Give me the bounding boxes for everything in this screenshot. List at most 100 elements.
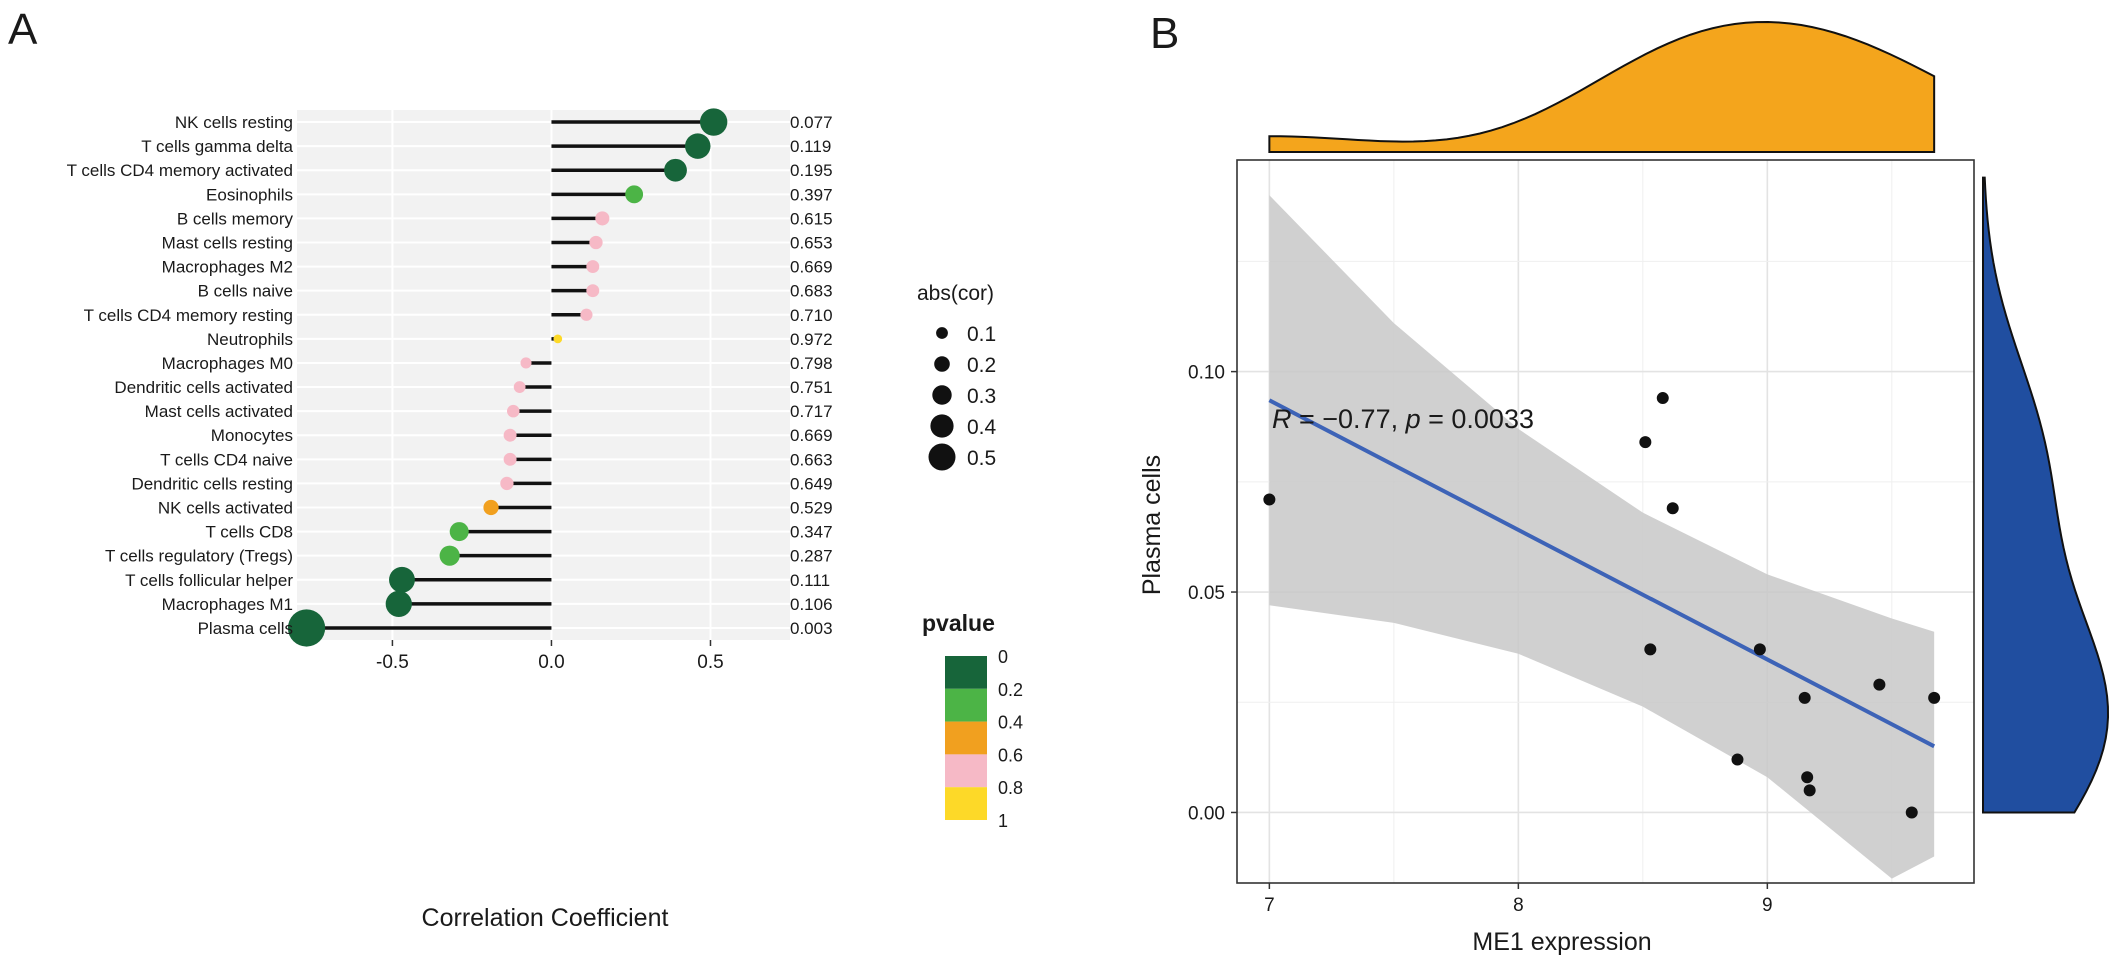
lollipop-dot <box>507 404 520 418</box>
lollipop-pvalue-label: 0.649 <box>790 474 833 493</box>
lollipop-dot <box>513 381 526 393</box>
lollipop-dot <box>595 211 610 226</box>
lollipop-category-label: T cells CD4 naive <box>160 450 293 469</box>
color-legend-swatch <box>945 787 987 820</box>
lollipop-dot <box>439 545 460 566</box>
scatter-x-axis-label: ME1 expression <box>1472 928 1651 956</box>
scatter-x-tick-label: 7 <box>1264 895 1275 916</box>
size-legend-dot <box>934 356 950 372</box>
lollipop-x-axis-label: Correlation Coefficient <box>422 904 669 932</box>
size-legend-label: 0.4 <box>967 416 997 439</box>
scatter-y-tick-label: 0.05 <box>1188 583 1225 604</box>
lollipop-panel-background <box>297 110 790 640</box>
lollipop-category-label: B cells memory <box>177 209 294 228</box>
lollipop-category-label: Dendritic cells resting <box>131 474 293 493</box>
scatter-point <box>1656 392 1669 405</box>
lollipop-pvalue-label: 0.397 <box>790 185 833 204</box>
scatter-point <box>1803 784 1816 797</box>
lollipop-pvalue-label: 0.663 <box>790 450 833 469</box>
lollipop-chart: NK cells resting T cells gamma delta T cel… <box>67 108 833 932</box>
confidence-band <box>1269 195 1935 879</box>
lollipop-pvalue-label: 0.077 <box>790 113 833 132</box>
scatter-point <box>1263 493 1276 506</box>
lollipop-pvalue-label: 0.751 <box>790 378 833 397</box>
size-legend: abs(cor) 0.1 0.2 0.3 0.4 0.5 <box>917 282 997 471</box>
lollipop-category-label: T cells CD4 memory resting <box>84 306 293 325</box>
lollipop-pvalue-label: 0.529 <box>790 499 833 518</box>
lollipop-x-ticks: -0.5 0.0 0.5 <box>376 640 724 673</box>
lollipop-x-tick-label: -0.5 <box>376 652 409 673</box>
lollipop-category-label: Macrophages M2 <box>162 258 293 277</box>
size-legend-dot <box>936 327 948 339</box>
correlation-annotation: R = −0.77, p = 0.0033 <box>1272 404 1534 434</box>
lollipop-dot <box>586 284 600 298</box>
lollipop-category-label: Mast cells resting <box>162 234 293 253</box>
color-legend-label: 0.8 <box>998 778 1023 798</box>
scatter-points <box>1263 392 1941 819</box>
scatter-x-ticks: 7 8 9 <box>1264 883 1773 916</box>
scatter-point <box>1644 643 1657 656</box>
size-legend-dot <box>928 443 956 471</box>
annotation-p-text: = 0.0033 <box>1421 404 1534 434</box>
lollipop-category-label: Monocytes <box>211 426 293 445</box>
panel-a-label: A <box>8 5 38 54</box>
scatter-y-ticks: 0.00 0.05 0.10 <box>1188 363 1237 824</box>
lollipop-pvalue-label: 0.119 <box>790 137 831 156</box>
panel-b-label: B <box>1150 9 1179 58</box>
lollipop-category-label: T cells CD4 memory activated <box>67 161 293 180</box>
lollipop-category-label: Macrophages M1 <box>162 595 293 614</box>
lollipop-category-label: T cells gamma delta <box>141 137 293 156</box>
lollipop-dot <box>553 334 563 344</box>
scatter-x-tick-label: 9 <box>1762 895 1773 916</box>
lollipop-stems <box>306 120 714 630</box>
color-legend-swatch <box>945 721 987 755</box>
scatter-point <box>1798 691 1811 704</box>
color-legend-swatch <box>945 688 987 722</box>
lollipop-dots <box>287 108 728 647</box>
scatter-chart: R = −0.77, p = 0.0033 7 8 9 0.00 0.05 0.10 M… <box>1138 20 2110 956</box>
lollipop-pvalue-label: 0.287 <box>790 547 833 566</box>
lollipop-pvalue-label: 0.717 <box>790 402 833 421</box>
lollipop-dot <box>503 428 517 442</box>
lollipop-category-label: Macrophages M0 <box>162 354 293 373</box>
lollipop-dot <box>389 566 415 593</box>
lollipop-pvalue-label: 0.195 <box>790 161 833 180</box>
regression-line <box>1268 398 1936 749</box>
scatter-point <box>1666 502 1679 515</box>
lollipop-pvalue-label: 0.615 <box>790 209 833 228</box>
lollipop-category-label: Dendritic cells activated <box>114 378 293 397</box>
lollipop-dot <box>385 590 412 617</box>
lollipop-dot <box>449 522 469 542</box>
lollipop-dot <box>699 108 728 136</box>
color-legend-label: 0.2 <box>998 680 1023 700</box>
scatter-y-tick-label: 0.10 <box>1188 363 1225 384</box>
scatter-point <box>1905 806 1918 819</box>
lollipop-dot <box>483 499 499 516</box>
lollipop-pvalue-label: 0.106 <box>790 595 833 614</box>
lollipop-pvalue-label: 0.653 <box>790 234 833 253</box>
lollipop-pvalue-label: 0.683 <box>790 282 833 301</box>
lollipop-category-labels: NK cells resting T cells gamma delta T cel… <box>67 113 294 638</box>
scatter-point <box>1731 753 1744 766</box>
lollipop-dot <box>503 452 517 466</box>
lollipop-pvalue-label: 0.003 <box>790 619 833 638</box>
lollipop-dot <box>520 357 532 369</box>
color-legend-label: 0.4 <box>998 713 1023 733</box>
scatter-point <box>1928 691 1941 704</box>
scatter-y-tick-label: 0.00 <box>1188 803 1225 824</box>
color-legend-label: 0.6 <box>998 745 1023 765</box>
lollipop-category-label: T cells CD8 <box>205 523 293 542</box>
lollipop-pvalue-label: 0.972 <box>790 330 833 349</box>
lollipop-dot <box>625 185 644 204</box>
scatter-point <box>1801 771 1814 784</box>
lollipop-dot <box>664 158 687 182</box>
right-density-curve <box>1982 176 2110 814</box>
scatter-point <box>1873 678 1886 691</box>
scatter-point <box>1639 436 1652 449</box>
lollipop-pvalue-label: 0.798 <box>790 354 833 373</box>
lollipop-dot <box>589 235 603 250</box>
size-legend-dot <box>930 414 954 438</box>
scatter-point <box>1753 643 1766 656</box>
lollipop-dot <box>500 476 514 491</box>
lollipop-x-tick-label: 0.0 <box>538 652 564 673</box>
